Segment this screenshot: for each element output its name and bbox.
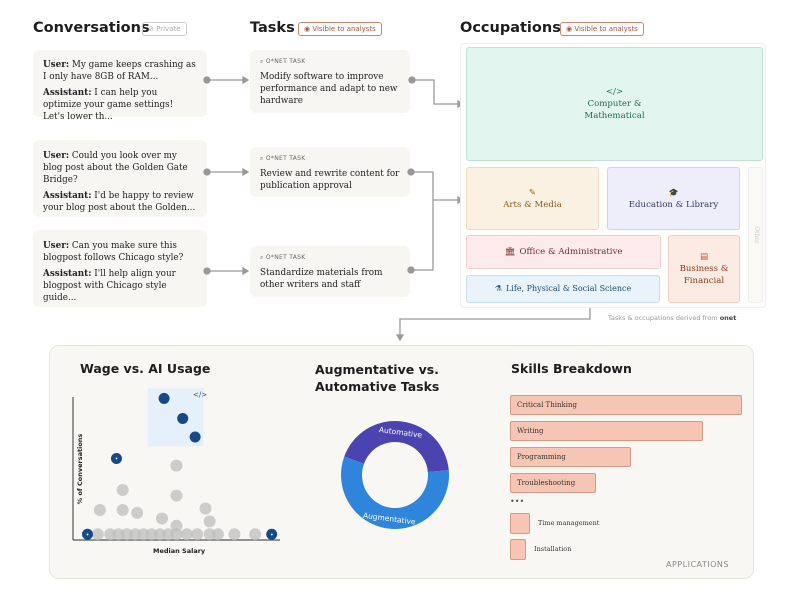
scatter-point (249, 528, 262, 541)
flask-icon: ⚗ (494, 284, 502, 293)
connector-lines (203, 75, 591, 342)
occupation-life-physical-social-science[interactable]: ⚗ Life, Physical & Social Science (466, 275, 660, 303)
skill-bar[interactable]: Troubleshooting (510, 473, 596, 493)
scatter-point (104, 528, 117, 541)
scatter-point (120, 528, 133, 541)
private-badge: ⊘ Private (142, 22, 187, 36)
skill-bar[interactable]: Programming (510, 447, 631, 467)
building-icon: • (86, 532, 90, 539)
code-icon: </> (193, 391, 207, 399)
occupation-office-administrative[interactable]: 🏛 Office & Administrative (466, 235, 661, 269)
wage-scatter-chart: </> • • • (72, 388, 280, 541)
visible-badge: ◉ Visible to analysts (298, 22, 382, 36)
skill-label: Installation (534, 545, 572, 553)
highlighted-point (189, 431, 201, 443)
skill-bar[interactable] (510, 513, 530, 534)
flask-icon: • (270, 532, 274, 539)
search-icon: ⌕ (260, 58, 266, 65)
conversation-card[interactable]: User: Could you look over my blog post a… (33, 140, 207, 217)
y-axis-label: % of Conversations (76, 433, 84, 505)
user-message: User: Could you look over my blog post a… (43, 151, 188, 185)
x-axis-label: Median Salary (153, 547, 206, 555)
graduation-cap-point (110, 452, 122, 464)
brush-icon: ✎ (528, 187, 537, 198)
scatter-point (116, 483, 129, 496)
scatter-point (203, 515, 216, 528)
scatter-point (170, 489, 183, 502)
scatter-point (211, 528, 224, 541)
scatter-point (203, 528, 216, 541)
highlighted-point (158, 392, 170, 404)
footnote: Tasks & occupations derived from onet (608, 314, 737, 322)
graduation-cap-icon: 🎓 (668, 187, 679, 197)
eye-off-icon: ⊘ (148, 25, 157, 33)
assistant-message: Assistant: I can help you optimize your … (43, 88, 174, 122)
task-text: Modify software to improve performance a… (260, 72, 398, 106)
building-point (81, 528, 93, 540)
donut-title: Augmentative vs. Automative Tasks (315, 362, 440, 394)
scatter-point (170, 459, 183, 472)
donut-slice-augmentative (341, 456, 449, 529)
scatter-point (137, 528, 150, 541)
user-message: User: My game keeps crashing as I only h… (43, 60, 196, 82)
tasks-heading: Tasks (250, 20, 295, 36)
skill-bar[interactable]: Writing (510, 421, 703, 441)
assistant-message: Assistant: I'll help align your blogpost… (43, 269, 176, 303)
graduation-cap-icon: • (115, 456, 119, 463)
scatter-point (91, 528, 104, 541)
code-icon: </> (605, 87, 624, 97)
onet-task-card[interactable]: ⌕ O*NET TASK Standardize materials from … (250, 246, 410, 297)
scatter-point (180, 528, 193, 541)
scatter-point (162, 528, 175, 541)
occupation-education-library[interactable]: 🎓 Education & Library (607, 167, 740, 230)
scatter-point (153, 528, 166, 541)
onet-task-card[interactable]: ⌕ O*NET TASK Modify software to improve … (250, 50, 410, 113)
scatter-point (156, 512, 169, 525)
visible-badge: ◉ Visible to analysts (560, 22, 644, 36)
conversations-heading: Conversations (33, 20, 150, 36)
scatter-point (93, 503, 106, 516)
scatter-point (131, 506, 144, 519)
occupation-other[interactable]: Other (748, 167, 763, 303)
task-text: Standardize materials from other writers… (260, 268, 383, 290)
donut-slice-automative (344, 421, 449, 473)
onet-task-card[interactable]: ⌕ O*NET TASK Review and rewrite content … (250, 147, 410, 197)
flask-point (266, 528, 278, 540)
scatter-point (170, 528, 183, 541)
occupations-heading: Occupations (460, 20, 561, 36)
skill-bar[interactable] (510, 539, 526, 560)
conversation-card[interactable]: User: My game keeps crashing as I only h… (33, 50, 207, 122)
user-message: User: Can you make sure this blogpost fo… (43, 241, 184, 263)
scatter-point (116, 503, 129, 516)
onet-logo: onet (719, 314, 737, 322)
conversation-card[interactable]: User: Can you make sure this blogpost fo… (33, 230, 207, 307)
search-icon: ⌕ (260, 254, 266, 261)
eye-icon: ◉ (304, 25, 313, 33)
occupation-computer-mathematical[interactable]: </> Computer & Mathematical (466, 47, 763, 161)
scatter-title: Wage vs. AI Usage (80, 361, 211, 376)
skills-title: Skills Breakdown (511, 361, 632, 376)
scatter-point (199, 502, 212, 515)
scatter-point (228, 528, 241, 541)
more-ellipsis: ••• (510, 497, 525, 506)
building-icon: 🏛 (504, 247, 516, 257)
occupation-arts-media[interactable]: ✎ Arts & Media (466, 167, 599, 230)
assistant-message: Assistant: I'd be happy to review your b… (43, 191, 196, 213)
ledger-icon: ▤ (699, 252, 709, 262)
scatter-point (129, 528, 142, 541)
task-text: Review and rewrite content for publicati… (260, 169, 400, 191)
skill-label: Time management (538, 519, 600, 527)
scatter-point (145, 528, 158, 541)
occupation-business-financial[interactable]: ▤ Business & Financial (668, 235, 740, 303)
skill-bar[interactable]: Critical Thinking (510, 395, 742, 415)
search-icon: ⌕ (260, 155, 266, 162)
highlighted-point (177, 412, 189, 424)
eye-icon: ◉ (566, 25, 575, 33)
scatter-point (191, 528, 204, 541)
applications-label: APPLICATIONS (666, 560, 729, 569)
scatter-point (170, 519, 183, 532)
scatter-point (112, 528, 125, 541)
